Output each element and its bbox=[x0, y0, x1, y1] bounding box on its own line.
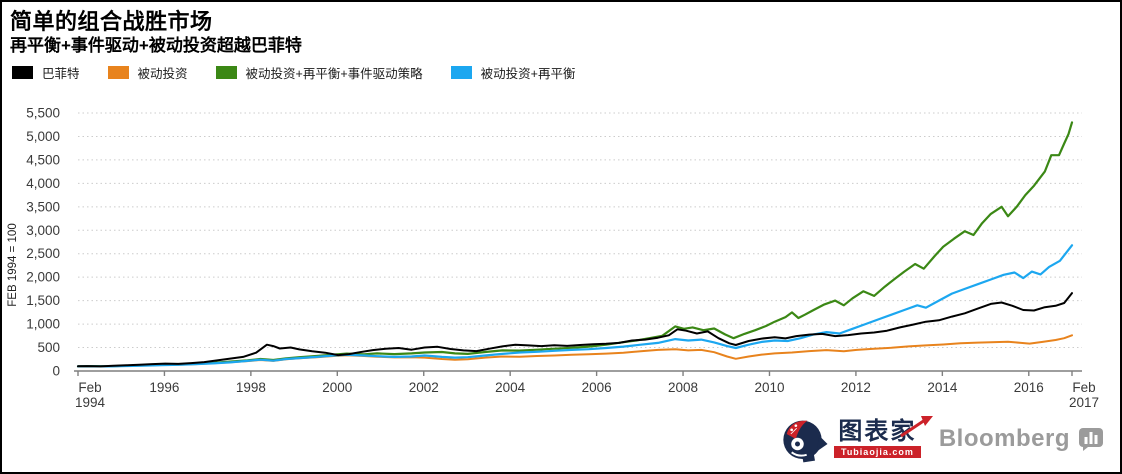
x-tick-label: Feb 1994 bbox=[75, 380, 106, 410]
legend: 巴菲特 被动投资 被动投资+再平衡+事件驱动策略 被动投资+再平衡 bbox=[12, 62, 603, 82]
x-tick-label: 2004 bbox=[495, 380, 526, 395]
y-tick-label: 5,500 bbox=[26, 106, 60, 121]
legend-swatch bbox=[107, 65, 129, 79]
series-line-3 bbox=[77, 292, 1073, 368]
y-tick-label: 2,000 bbox=[26, 270, 60, 285]
legend-swatch bbox=[12, 65, 33, 79]
y-tick-label: 0 bbox=[52, 364, 60, 379]
x-tick-label: 2010 bbox=[754, 380, 784, 395]
tubiaojia-domain: Tubiaojia.com bbox=[833, 446, 921, 458]
x-tick-label: 2014 bbox=[927, 380, 958, 395]
x-tick-label: 2000 bbox=[322, 380, 352, 395]
tubiaojia-name: 图表家 bbox=[838, 418, 917, 445]
x-tick-label: 2006 bbox=[582, 380, 612, 395]
bloomberg-wordmark: Bloomberg bbox=[938, 425, 1070, 452]
legend-item-1: 被动投资 bbox=[107, 63, 188, 82]
y-tick-label: 3,000 bbox=[26, 223, 60, 238]
legend-label: 被动投资+再平衡+事件驱动策略 bbox=[245, 66, 423, 81]
y-tick-label: 500 bbox=[37, 340, 60, 355]
y-tick-label: 5,000 bbox=[26, 129, 60, 144]
tubiaojia-wordmark: 图表家 Tubiaojia.com bbox=[833, 416, 933, 458]
chart-svg: 0 500 1,000 1,500 2,000 2,500 3,000 3,500 4,000 4… bbox=[7, 106, 1099, 411]
bloomberg-logo: Bloomberg bbox=[939, 425, 1104, 453]
x-tick-label: 2002 bbox=[409, 380, 439, 395]
y-tick-label: 1,500 bbox=[26, 293, 60, 308]
series-line-2 bbox=[76, 244, 1074, 368]
page-title: 简单的组合战胜市场 bbox=[10, 9, 213, 34]
y-tick-label: 1,000 bbox=[26, 317, 60, 332]
x-tick-label: Feb 2017 bbox=[1069, 380, 1099, 410]
legend-swatch bbox=[215, 65, 237, 79]
bloomberg-chart-icon bbox=[1079, 428, 1103, 451]
legend-item-2: 被动投资+再平衡+事件驱动策略 bbox=[215, 63, 423, 82]
x-tick-label: 1998 bbox=[236, 380, 266, 395]
y-tick-label: 4,000 bbox=[26, 176, 60, 191]
legend-label: 被动投资 bbox=[137, 66, 188, 81]
line-chart: 0 500 1,000 1,500 2,000 2,500 3,000 3,500 4,000 4… bbox=[2, 95, 1102, 417]
footer: 图表家 Tubiaojia.com Bloomberg bbox=[780, 414, 1104, 464]
x-tick-label: 2012 bbox=[841, 380, 871, 395]
x-tick-label: 1996 bbox=[149, 380, 179, 395]
legend-item-3: 被动投资+再平衡 bbox=[450, 63, 576, 82]
y-axis-title: FEB 1994 = 100 bbox=[7, 223, 19, 306]
tubiaojia-arrow-icon bbox=[899, 416, 933, 438]
legend-item-0: 巴菲特 bbox=[12, 63, 80, 82]
y-tick-label: 2,500 bbox=[26, 246, 60, 261]
x-tick-label: 2016 bbox=[1014, 380, 1044, 395]
series-line-1 bbox=[76, 121, 1074, 368]
tubiaojia-logo: 图表家 Tubiaojia.com bbox=[780, 414, 933, 464]
legend-label: 被动投资+再平衡 bbox=[480, 66, 576, 81]
y-tick-label: 4,500 bbox=[26, 152, 60, 167]
legend-label: 巴菲特 bbox=[42, 66, 80, 81]
tubiaojia-head-icon bbox=[783, 420, 828, 463]
page-subtitle: 再平衡+事件驱动+被动投资超越巴菲特 bbox=[10, 36, 302, 55]
y-tick-label: 3,500 bbox=[26, 199, 60, 214]
x-tick-label: 2008 bbox=[668, 380, 698, 395]
legend-swatch bbox=[450, 65, 472, 79]
